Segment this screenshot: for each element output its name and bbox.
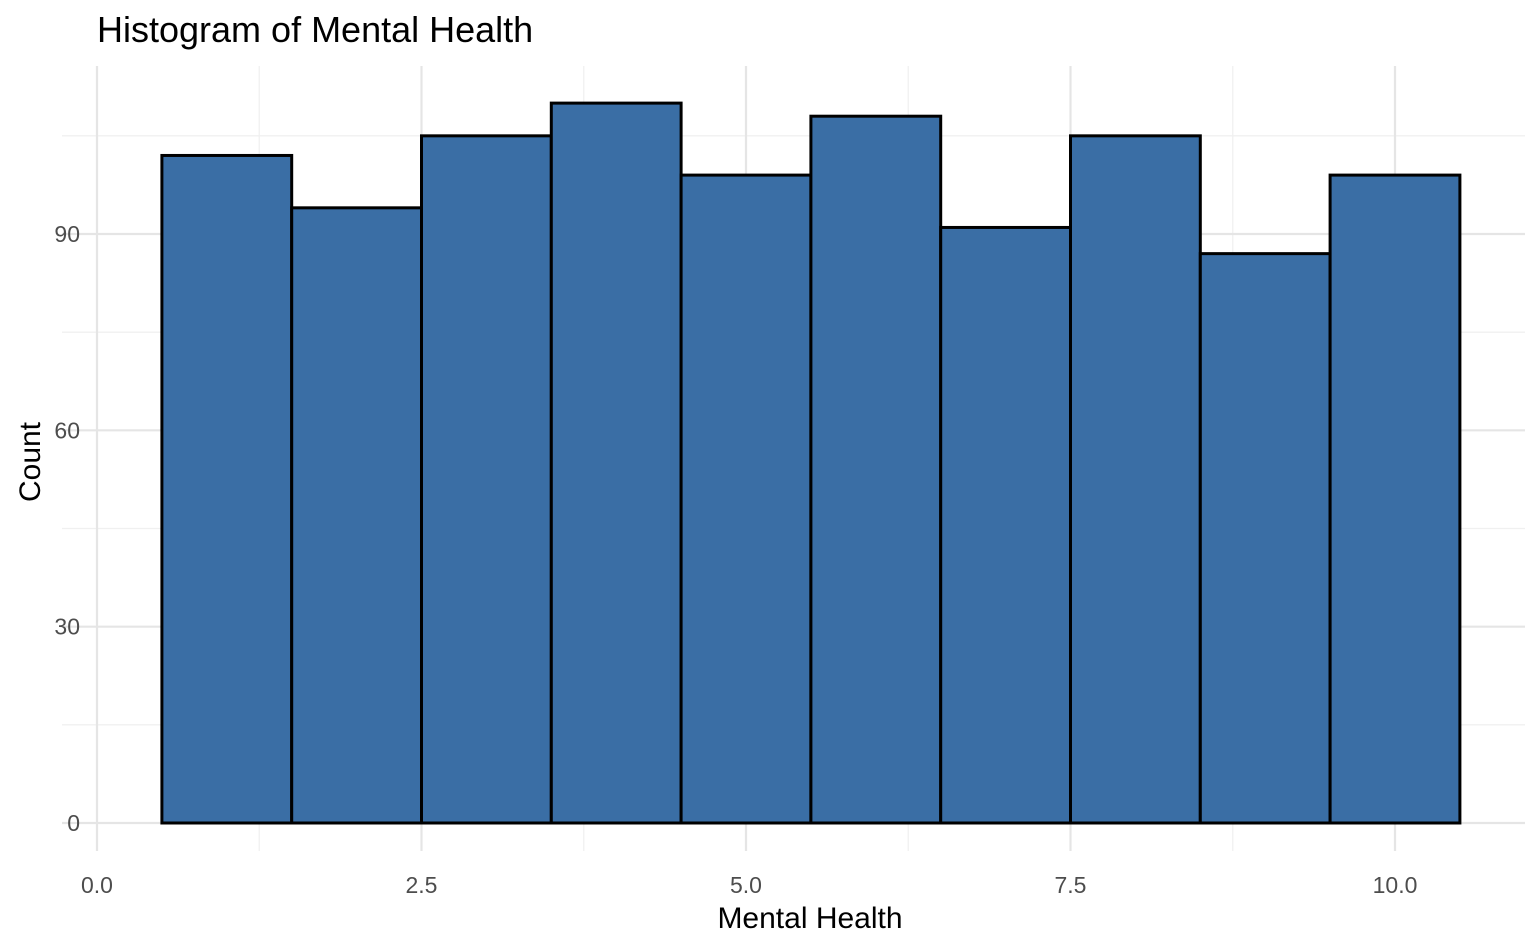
x-axis-title: Mental Health (717, 902, 902, 935)
x-tick-label: 0.0 (81, 872, 113, 898)
histogram-bar-4 (549, 101, 683, 825)
histogram-bar-7 (939, 225, 1073, 825)
histogram-bar-10 (1328, 173, 1462, 825)
y-tick-label: 30 (54, 614, 80, 640)
histogram-bar-6 (809, 114, 943, 825)
histogram-bar-9 (1198, 252, 1332, 825)
y-tick-label: 90 (54, 221, 80, 247)
y-tick-label: 60 (54, 417, 80, 443)
x-tick-label: 10.0 (1373, 872, 1418, 898)
y-tick-label: 0 (67, 810, 80, 836)
histogram-bar-8 (1069, 134, 1202, 825)
x-tick-label: 7.5 (1055, 872, 1087, 898)
histogram-bar-5 (679, 173, 813, 825)
histogram-bar-3 (420, 134, 553, 825)
chart-title: Histogram of Mental Health (97, 9, 533, 50)
y-axis-title: Count (14, 421, 47, 502)
bars (160, 101, 1462, 825)
y-axis-ticks: 0 30 60 90 (54, 221, 80, 836)
histogram-bar-1 (160, 153, 294, 825)
histogram-bar-2 (290, 206, 424, 825)
x-tick-label: 5.0 (730, 872, 762, 898)
x-tick-label: 2.5 (406, 872, 438, 898)
x-axis-ticks: 0.0 2.5 5.0 7.5 10.0 (81, 872, 1417, 898)
